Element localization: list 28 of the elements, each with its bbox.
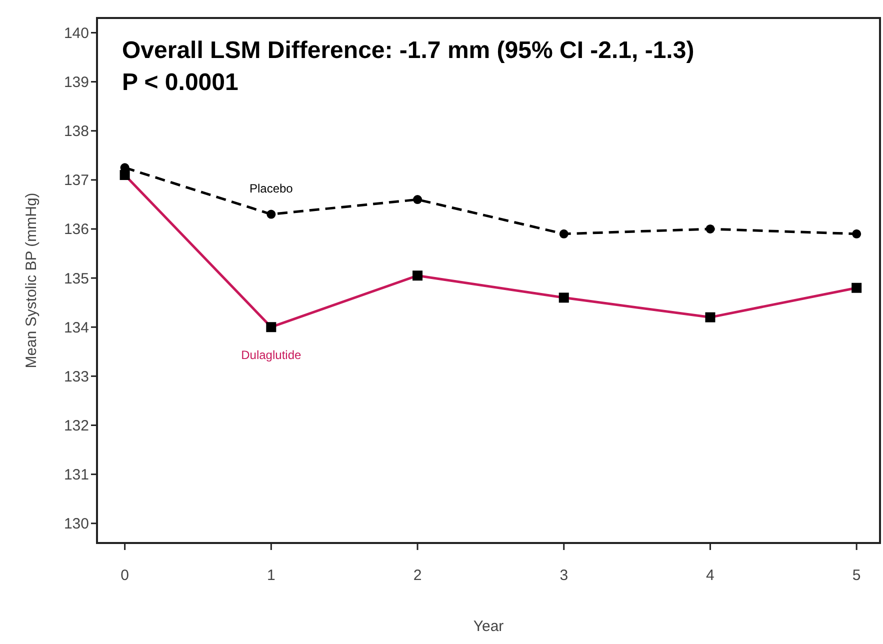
y-tick-label: 139: [64, 74, 89, 92]
annotation: P < 0.0001: [122, 69, 238, 96]
y-tick-label: 140: [64, 24, 89, 42]
x-tick-label: 1: [266, 567, 276, 584]
y-tick-label: 135: [64, 270, 89, 288]
y-tick-label: 138: [64, 123, 89, 140]
y-tick-label: 133: [64, 368, 89, 386]
y-axis-title: Mean Systolic BP (mmHg): [23, 192, 40, 368]
y-tick-label: 132: [64, 417, 89, 434]
y-tick-label: 137: [64, 172, 89, 190]
x-tick-label: 3: [560, 567, 568, 584]
point: [413, 195, 422, 204]
x-tick-label: 4: [706, 567, 714, 584]
series-label: Dulaglutide: [241, 348, 302, 362]
point: [559, 229, 568, 238]
annotation: Overall LSM Difference: -1.7 mm (95% CI -2.1, -1.3): [122, 37, 694, 64]
point: [852, 229, 862, 238]
x-tick-label: 0: [120, 567, 129, 584]
x-tick-label: 2: [413, 567, 422, 584]
y-tick-label: 134: [64, 319, 89, 336]
y-tick-label: 130: [64, 516, 89, 533]
y-tick-label: 131: [64, 466, 89, 484]
point: [706, 224, 715, 234]
x-tick-label: 5: [852, 567, 861, 584]
x-axis-title: Year: [473, 618, 504, 635]
y-tick-label: 136: [64, 221, 89, 238]
point: [266, 210, 276, 219]
series-label: Placebo: [249, 181, 294, 196]
